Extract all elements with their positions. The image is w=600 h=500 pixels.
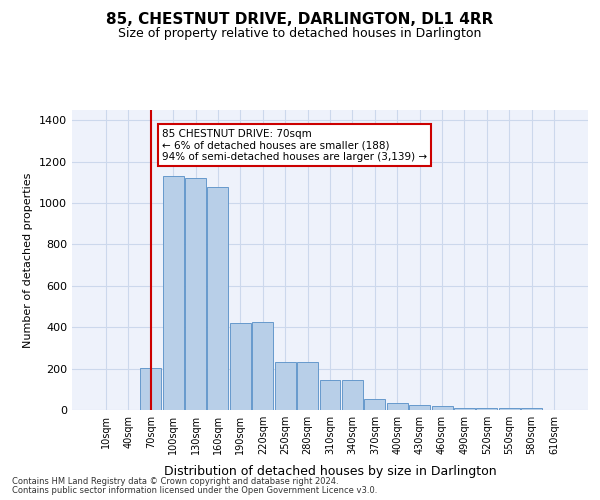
- Bar: [476, 408, 497, 410]
- Text: Contains public sector information licensed under the Open Government Licence v3: Contains public sector information licen…: [12, 486, 377, 495]
- Text: Size of property relative to detached houses in Darlington: Size of property relative to detached ho…: [118, 28, 482, 40]
- Bar: [208, 186, 229, 410]
- Bar: [454, 408, 475, 410]
- Text: 85 CHESTNUT DRIVE: 70sqm
← 6% of detached houses are smaller (188)
94% of semi-d: 85 CHESTNUT DRIVE: 70sqm ← 6% of detache…: [162, 128, 427, 162]
- Bar: [521, 408, 542, 410]
- Bar: [253, 322, 273, 410]
- Bar: [364, 398, 385, 410]
- Bar: [297, 362, 318, 410]
- Text: 85, CHESTNUT DRIVE, DARLINGTON, DL1 4RR: 85, CHESTNUT DRIVE, DARLINGTON, DL1 4RR: [106, 12, 494, 28]
- Bar: [185, 178, 206, 410]
- Text: Distribution of detached houses by size in Darlington: Distribution of detached houses by size …: [164, 464, 496, 477]
- Bar: [409, 405, 430, 410]
- Y-axis label: Number of detached properties: Number of detached properties: [23, 172, 34, 348]
- Bar: [342, 380, 363, 410]
- Bar: [499, 408, 520, 410]
- Bar: [387, 403, 407, 410]
- Bar: [140, 368, 161, 410]
- Bar: [275, 362, 296, 410]
- Bar: [230, 323, 251, 410]
- Text: Contains HM Land Registry data © Crown copyright and database right 2024.: Contains HM Land Registry data © Crown c…: [12, 477, 338, 486]
- Bar: [431, 406, 452, 410]
- Bar: [320, 380, 340, 410]
- Bar: [163, 176, 184, 410]
